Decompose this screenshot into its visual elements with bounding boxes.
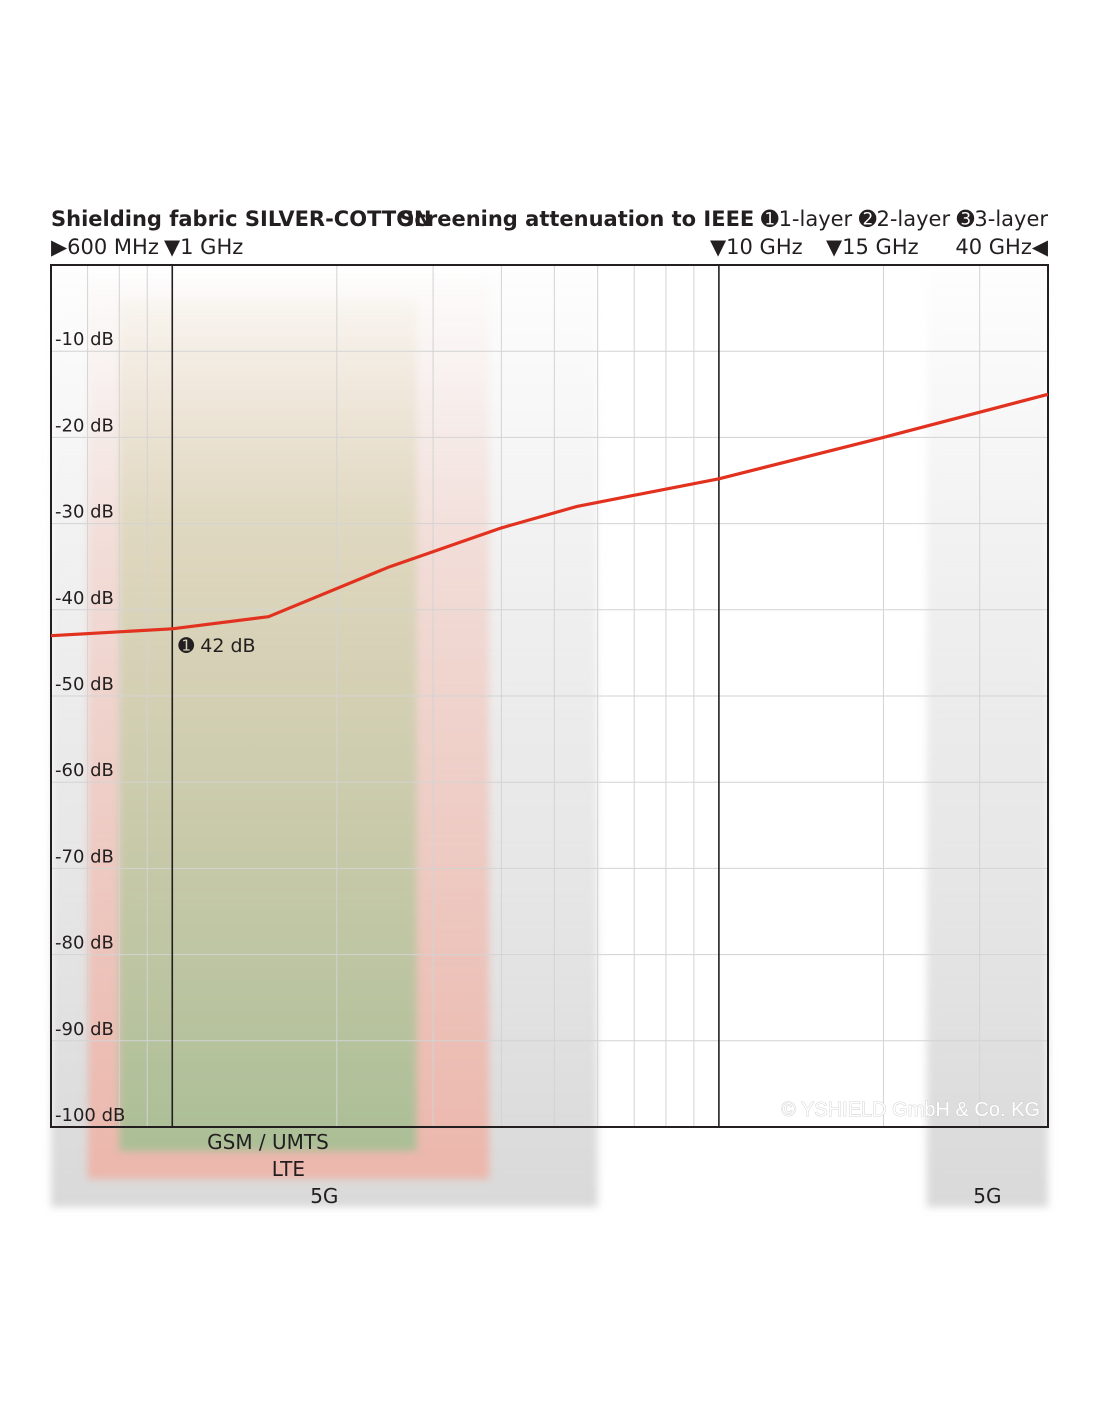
series-line-1: [51, 392, 1048, 638]
copyright-watermark: © YSHIELD GmbH & Co. KG: [781, 1099, 1040, 1121]
band-label-5g: 5G: [310, 1184, 339, 1208]
y-tick-label: -70 dB: [55, 846, 114, 867]
band-label-lte: LTE: [271, 1157, 306, 1181]
legend-layers: Screening attenuation to IEEE ➊1-layer ➋…: [399, 209, 1048, 230]
y-tick-label: -50 dB: [55, 674, 114, 695]
y-tick-label: -100 dB: [55, 1105, 125, 1126]
y-tick-label: -40 dB: [55, 588, 114, 609]
legend-1-layer: ➊1-layer: [760, 207, 853, 231]
y-tick-label: -80 dB: [55, 933, 114, 954]
legend-2-layer: ➋2-layer: [858, 207, 951, 231]
marker-10ghz: ▼10 GHz: [710, 235, 803, 259]
band-label-5g: 5G: [973, 1184, 1002, 1208]
marker-40ghz: 40 GHz◀: [955, 235, 1048, 259]
y-tick-label: -30 dB: [55, 502, 114, 523]
band-5g-1: [926, 268, 1048, 1207]
chart-subtitle: Screening attenuation to IEEE: [399, 207, 755, 231]
annotation-42db: ➊ 42 dB: [178, 635, 255, 657]
band-label-gsm-umts: GSM / UMTS: [207, 1130, 329, 1154]
y-tick-label: -20 dB: [55, 415, 114, 436]
y-tick-label: -10 dB: [55, 329, 114, 350]
chart-title: Shielding fabric SILVER-COTTON: [51, 207, 432, 231]
y-tick-label: -60 dB: [55, 760, 114, 781]
marker-15ghz: ▼15 GHz: [826, 235, 919, 259]
band-gsm-umts-0: [119, 300, 417, 1151]
y-tick-label: -90 dB: [55, 1019, 114, 1040]
legend-3-layer: ➌3-layer: [956, 207, 1048, 231]
plot-frame: [50, 264, 1049, 1128]
marker-600mhz: ▶600 MHz: [51, 235, 159, 259]
marker-1ghz: ▼1 GHz: [164, 235, 244, 259]
